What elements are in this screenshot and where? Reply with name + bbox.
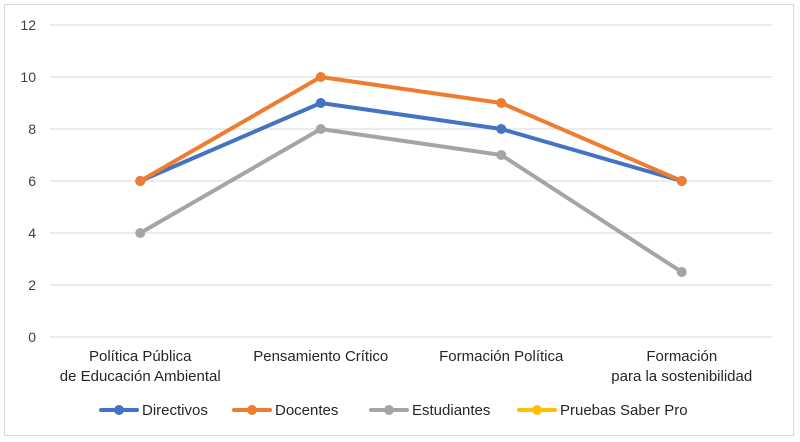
chart-frame bbox=[4, 4, 794, 436]
data-point bbox=[496, 98, 507, 108]
legend-label: Directivos bbox=[142, 402, 208, 419]
data-point bbox=[676, 176, 687, 186]
y-tick-label: 4 bbox=[28, 225, 36, 241]
x-category-label: Formación Política bbox=[439, 348, 564, 365]
series-lines bbox=[135, 72, 687, 277]
y-tick-label: 6 bbox=[28, 173, 36, 189]
y-tick-label: 0 bbox=[28, 329, 36, 345]
series-line bbox=[138, 127, 684, 274]
legend-marker bbox=[532, 405, 542, 415]
legend-label: Docentes bbox=[275, 402, 338, 419]
gridlines bbox=[50, 24, 772, 338]
y-tick-label: 10 bbox=[20, 69, 36, 85]
x-category-label: Formación bbox=[646, 348, 717, 365]
series-line bbox=[138, 75, 684, 183]
legend-label: Estudiantes bbox=[412, 402, 490, 419]
data-point bbox=[496, 150, 507, 160]
data-point bbox=[135, 176, 146, 186]
legend-label: Pruebas Saber Pro bbox=[560, 402, 688, 419]
legend-marker bbox=[384, 405, 394, 415]
data-point bbox=[135, 228, 146, 238]
data-point bbox=[315, 72, 326, 82]
legend-marker bbox=[114, 405, 124, 415]
data-point bbox=[496, 124, 507, 134]
x-axis-categories: Política Pública de Educación Ambiental Pe… bbox=[60, 348, 752, 385]
y-tick-label: 2 bbox=[28, 277, 36, 293]
legend: Directivos Docentes Estudiantes Pruebas Sab… bbox=[99, 402, 688, 419]
x-category-label: Pensamiento Crítico bbox=[253, 348, 388, 365]
legend-marker bbox=[247, 405, 257, 415]
data-point bbox=[315, 98, 326, 108]
y-axis-ticks: 0 2 4 6 8 10 12 bbox=[20, 17, 36, 345]
data-point bbox=[315, 124, 326, 134]
y-tick-label: 8 bbox=[28, 121, 36, 137]
data-point bbox=[676, 267, 687, 277]
y-tick-label: 12 bbox=[20, 17, 36, 33]
x-category-label: para la sostenibilidad bbox=[611, 368, 752, 385]
x-category-label: de Educación Ambiental bbox=[60, 368, 221, 385]
series-line bbox=[138, 101, 684, 183]
x-category-label: Política Pública bbox=[89, 348, 192, 365]
